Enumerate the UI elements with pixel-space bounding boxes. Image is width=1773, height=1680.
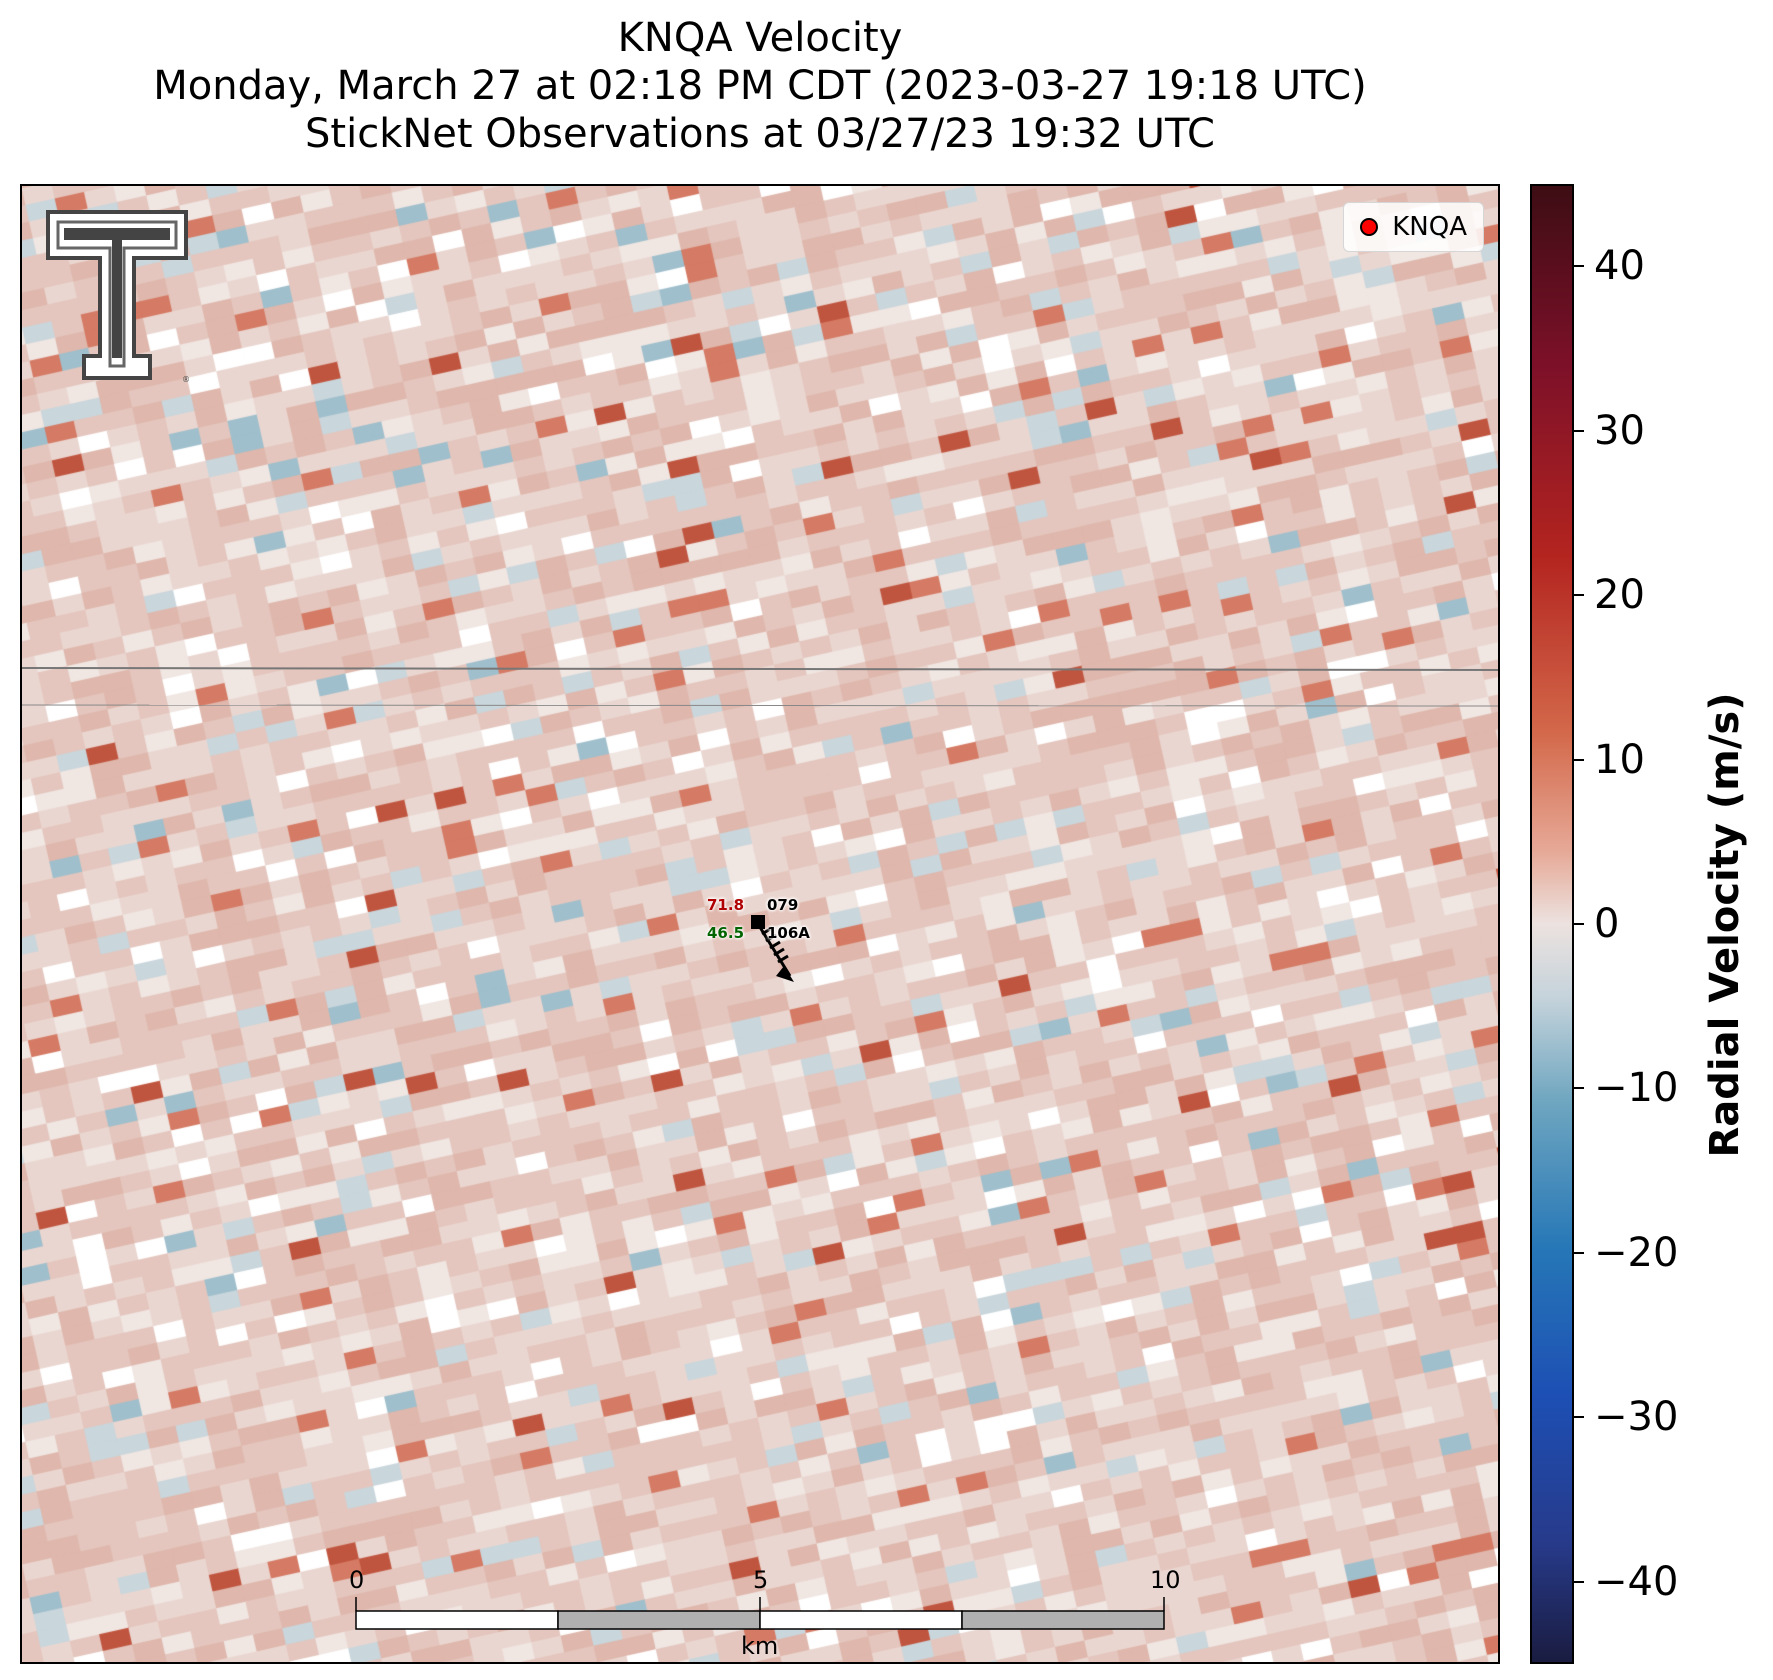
svg-text:®: ® bbox=[182, 375, 190, 384]
colorbar-tick-label: −10 bbox=[1594, 1065, 1679, 1112]
colorbar-title: Radial Velocity (m/s) bbox=[1702, 692, 1748, 1158]
colorbar-tick-mark bbox=[1574, 1251, 1584, 1254]
colorbar-tick-label: 40 bbox=[1594, 243, 1645, 290]
title-line-1: KNQA Velocity bbox=[617, 15, 903, 61]
legend-label: KNQA bbox=[1392, 212, 1467, 242]
texas-tech-double-t-logo: ® bbox=[46, 210, 190, 384]
colorbar-tick-mark bbox=[1574, 1087, 1584, 1090]
colorbar-tick-label: 30 bbox=[1594, 407, 1645, 454]
colorbar-tick-mark bbox=[1574, 594, 1584, 597]
velocity-colorbar bbox=[1530, 184, 1574, 1664]
scale-label-0: 0 bbox=[349, 1566, 365, 1594]
radar-map[interactable]: ® KNQA 71.8 079 46.5 106A 0 5 10 km bbox=[20, 184, 1500, 1664]
radar-site-marker-icon bbox=[1360, 218, 1379, 236]
colorbar-tick-mark bbox=[1574, 923, 1584, 925]
boundary-line bbox=[22, 704, 1498, 707]
colorbar-tick-label: 10 bbox=[1594, 736, 1645, 783]
colorbar-tick-label: 0 bbox=[1594, 901, 1620, 947]
scale-label-10: 10 bbox=[1150, 1566, 1181, 1594]
wind-barb-icon bbox=[756, 923, 794, 982]
boundary-line bbox=[22, 667, 1498, 671]
colorbar-tick-label: −40 bbox=[1594, 1558, 1679, 1605]
station-dewpoint: 46.5 bbox=[707, 924, 745, 942]
title-line-2: Monday, March 27 at 02:18 PM CDT (2023-0… bbox=[153, 63, 1367, 109]
map-overlay bbox=[22, 667, 1498, 1630]
scale-label-5: 5 bbox=[753, 1566, 769, 1594]
colorbar-tick-mark bbox=[1574, 1416, 1584, 1419]
scale-bar bbox=[355, 1597, 1165, 1630]
colorbar-tick-label: −20 bbox=[1594, 1229, 1679, 1276]
colorbar-tick-label: −30 bbox=[1594, 1394, 1679, 1441]
colorbar-tick-mark bbox=[1574, 758, 1584, 761]
station-id: 106A bbox=[767, 924, 810, 942]
colorbar-tick-mark bbox=[1574, 429, 1584, 432]
colorbar-tick-label: 20 bbox=[1594, 572, 1645, 619]
colorbar-tick-mark bbox=[1574, 265, 1584, 268]
map-legend: KNQA bbox=[1343, 202, 1484, 252]
station-square-icon[interactable] bbox=[751, 915, 765, 929]
station-wind-direction: 079 bbox=[767, 896, 799, 914]
station-temperature: 71.8 bbox=[707, 896, 745, 914]
colorbar-tick-mark bbox=[1574, 1580, 1584, 1583]
scale-unit: km bbox=[741, 1632, 779, 1660]
figure-title: KNQA Velocity Monday, March 27 at 02:18 … bbox=[0, 14, 1520, 158]
title-line-3: StickNet Observations at 03/27/23 19:32 … bbox=[305, 111, 1215, 157]
